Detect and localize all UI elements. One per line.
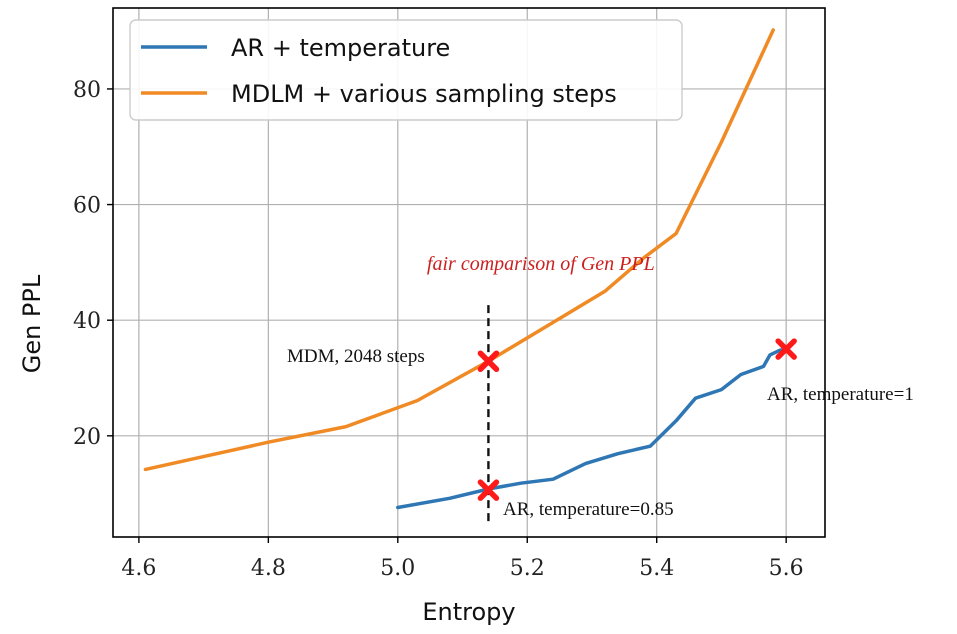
legend-box (129, 19, 683, 121)
ticks-group: 4.6 4.8 5.0 5.2 5.4 5.6 20 40 60 80 (73, 78, 804, 581)
plot-frame (112, 7, 826, 538)
x-tick-label: 5.0 (380, 556, 415, 581)
x-axis-label: Entropy (422, 598, 515, 626)
legend-label-ar: AR + temperature (231, 34, 450, 62)
x-tick-label: 5.4 (639, 556, 674, 581)
markers-group (477, 338, 797, 501)
y-axis-label: Gen PPL (18, 274, 46, 373)
marker-mdm-2048 (477, 350, 500, 372)
annotation-mdm-2048: MDM, 2048 steps (287, 346, 425, 367)
marker-ar-1 (775, 338, 797, 360)
y-tick-label: 80 (73, 78, 101, 103)
series-line-mdlm (143, 28, 775, 472)
series-group (143, 28, 788, 510)
y-tick-label: 60 (73, 194, 101, 219)
y-tick-label: 20 (73, 425, 101, 450)
y-tick-label: 40 (73, 309, 101, 334)
marker-ar-085 (477, 479, 500, 501)
x-tick-label: 4.8 (251, 556, 286, 581)
annotation-ar-1: AR, temperature=1 (767, 384, 914, 405)
annotation-ar-085: AR, temperature=0.85 (503, 499, 674, 520)
x-tick-label: 5.6 (769, 556, 804, 581)
legend-label-mdlm: MDLM + various sampling steps (231, 80, 617, 108)
series-line-ar (396, 347, 788, 510)
annotation-fair-comparison: fair comparison of Gen PPL (427, 253, 655, 275)
x-tick-label: 5.2 (510, 556, 545, 581)
x-tick-label: 4.6 (121, 556, 156, 581)
legend: AR + temperature MDLM + various sampling… (129, 19, 683, 121)
